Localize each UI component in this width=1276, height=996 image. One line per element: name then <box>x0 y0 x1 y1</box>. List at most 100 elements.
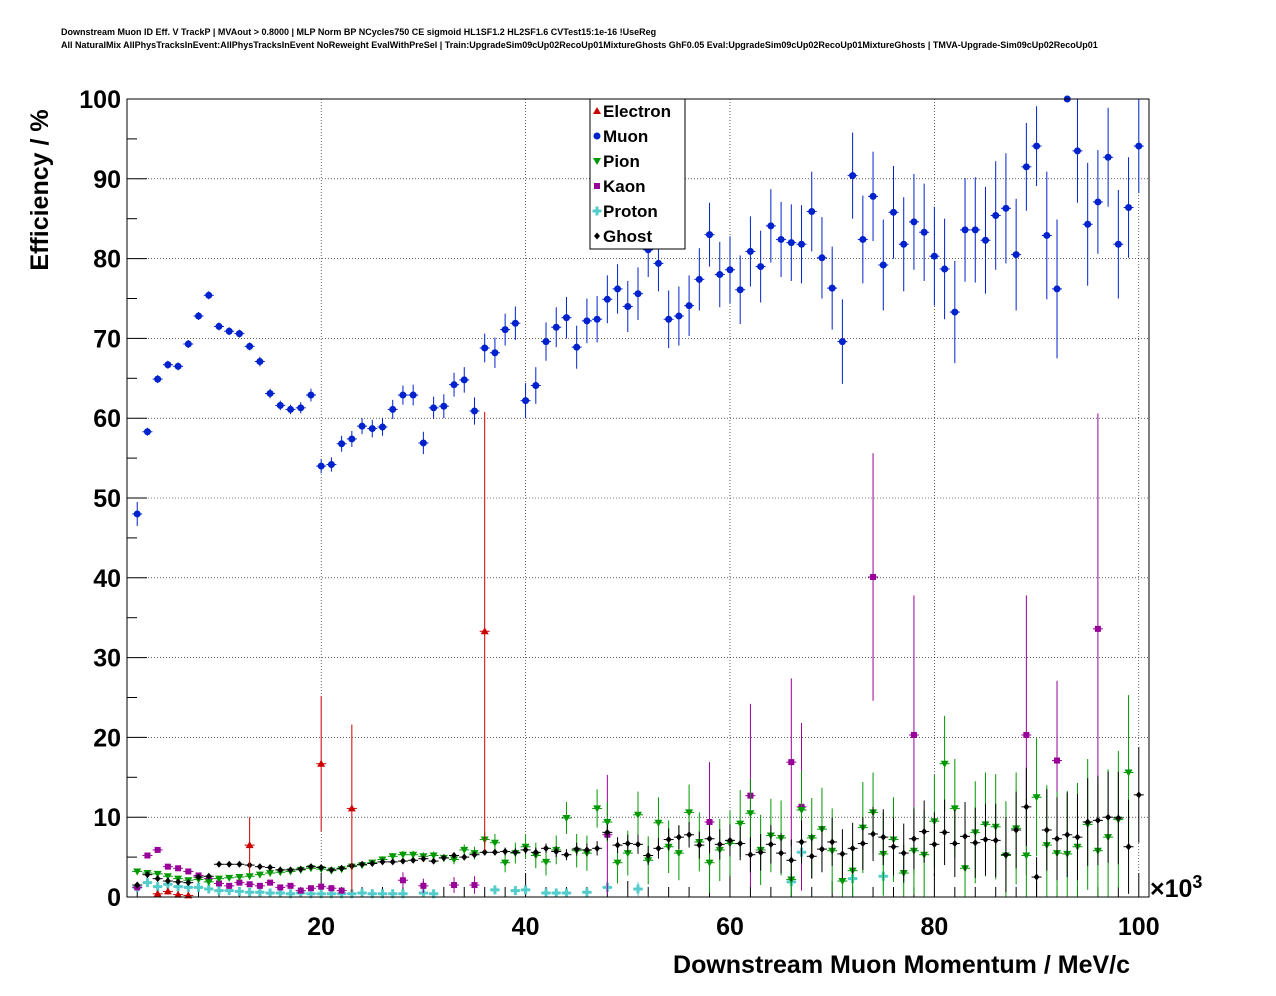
legend-pion-marker <box>593 158 601 165</box>
series-muon <box>132 95 1144 526</box>
ghost-point <box>277 866 284 874</box>
x-tick-label: 80 <box>920 913 948 941</box>
proton-point <box>214 886 224 896</box>
ghost-point <box>297 865 304 873</box>
ghost-point <box>338 864 345 872</box>
electron-point <box>317 759 326 767</box>
pion-point <box>398 851 407 859</box>
pion-point <box>1022 852 1031 860</box>
pion-point <box>255 871 264 879</box>
muon-point <box>767 222 775 230</box>
legend-kaon-label: Kaon <box>603 177 646 196</box>
muon-point <box>491 349 499 357</box>
ghost-point <box>1074 833 1081 841</box>
kaon-point <box>164 863 171 870</box>
muon-point <box>266 389 274 397</box>
proton-point <box>255 887 265 897</box>
ghost-point <box>829 838 836 846</box>
muon-point <box>542 338 550 346</box>
ghost-point <box>420 855 427 863</box>
pion-point <box>623 850 632 858</box>
proton-point <box>194 882 204 892</box>
ghost-point <box>226 860 233 868</box>
proton-point <box>510 886 520 896</box>
pion-point <box>736 820 745 828</box>
proton-point <box>521 885 531 895</box>
muon-point <box>930 252 938 260</box>
muon-point <box>276 401 284 409</box>
muon-point <box>327 460 335 468</box>
ghost-point <box>594 844 601 852</box>
muon-point <box>573 343 581 351</box>
muon-point <box>297 404 305 412</box>
proton-point <box>204 884 214 894</box>
muon-point <box>154 375 162 383</box>
pion-point <box>634 811 642 819</box>
muon-point <box>624 302 632 310</box>
proton-point <box>398 889 408 899</box>
muon-point <box>225 327 233 335</box>
ghost-point <box>1013 826 1020 834</box>
ghost-point <box>880 833 887 841</box>
proton-point <box>347 889 357 899</box>
muon-point <box>1073 147 1081 155</box>
proton-point <box>275 888 285 898</box>
muon-point <box>358 422 366 430</box>
muon-point <box>890 208 897 216</box>
muon-point <box>246 342 254 350</box>
muon-point <box>430 404 438 412</box>
ghost-point <box>614 841 621 849</box>
ghost-point <box>512 848 519 856</box>
ghost-point <box>491 848 498 856</box>
ghost-point <box>134 881 141 889</box>
ghost-point <box>1023 803 1030 811</box>
ghost-point <box>686 831 693 839</box>
pion-point <box>460 846 469 854</box>
muon-point <box>143 428 151 436</box>
muon-point <box>910 218 918 226</box>
proton-point <box>316 889 326 899</box>
kaon-point <box>226 882 233 889</box>
legend-box <box>589 98 686 250</box>
series-ghost <box>132 746 1144 897</box>
kaon-point <box>277 884 284 891</box>
ghost-point <box>747 851 754 859</box>
data-series <box>132 95 1144 899</box>
muon-point <box>798 240 806 248</box>
proton-point <box>357 888 367 898</box>
ghost-point <box>982 836 989 844</box>
muon-point <box>133 510 141 518</box>
kaon-point <box>706 818 713 825</box>
ghost-point <box>318 863 325 871</box>
muon-point <box>235 330 243 338</box>
muon-point <box>389 405 397 413</box>
muon-point <box>399 391 407 399</box>
muon-point <box>818 254 826 262</box>
ghost-point <box>1125 843 1132 851</box>
kaon-point <box>910 732 917 739</box>
pion-point <box>603 818 612 826</box>
pion-point <box>1032 794 1041 802</box>
pion-point <box>235 874 244 882</box>
kaon-point <box>144 852 151 859</box>
pion-point <box>593 805 602 813</box>
electron-point <box>245 841 254 849</box>
ghost-point <box>1115 814 1122 822</box>
ghost-point <box>328 866 335 874</box>
x-axis-multiplier: ×103 <box>1150 872 1202 903</box>
y-tick-label: 50 <box>93 485 121 513</box>
muon-point <box>992 212 1000 220</box>
muon-point <box>828 284 836 292</box>
muon-point <box>900 240 908 248</box>
ghost-point <box>726 836 733 844</box>
ghost-point <box>553 848 560 856</box>
muon-point <box>215 322 223 330</box>
legend: Electron Muon Pion Kaon Proton Ghost <box>589 98 686 250</box>
pion-point <box>674 850 683 858</box>
ghost-point <box>931 840 938 848</box>
muon-point <box>511 319 519 327</box>
muon-point <box>838 338 846 346</box>
ghost-point <box>144 871 151 879</box>
muon-point <box>184 340 192 348</box>
ghost-point <box>236 860 243 868</box>
